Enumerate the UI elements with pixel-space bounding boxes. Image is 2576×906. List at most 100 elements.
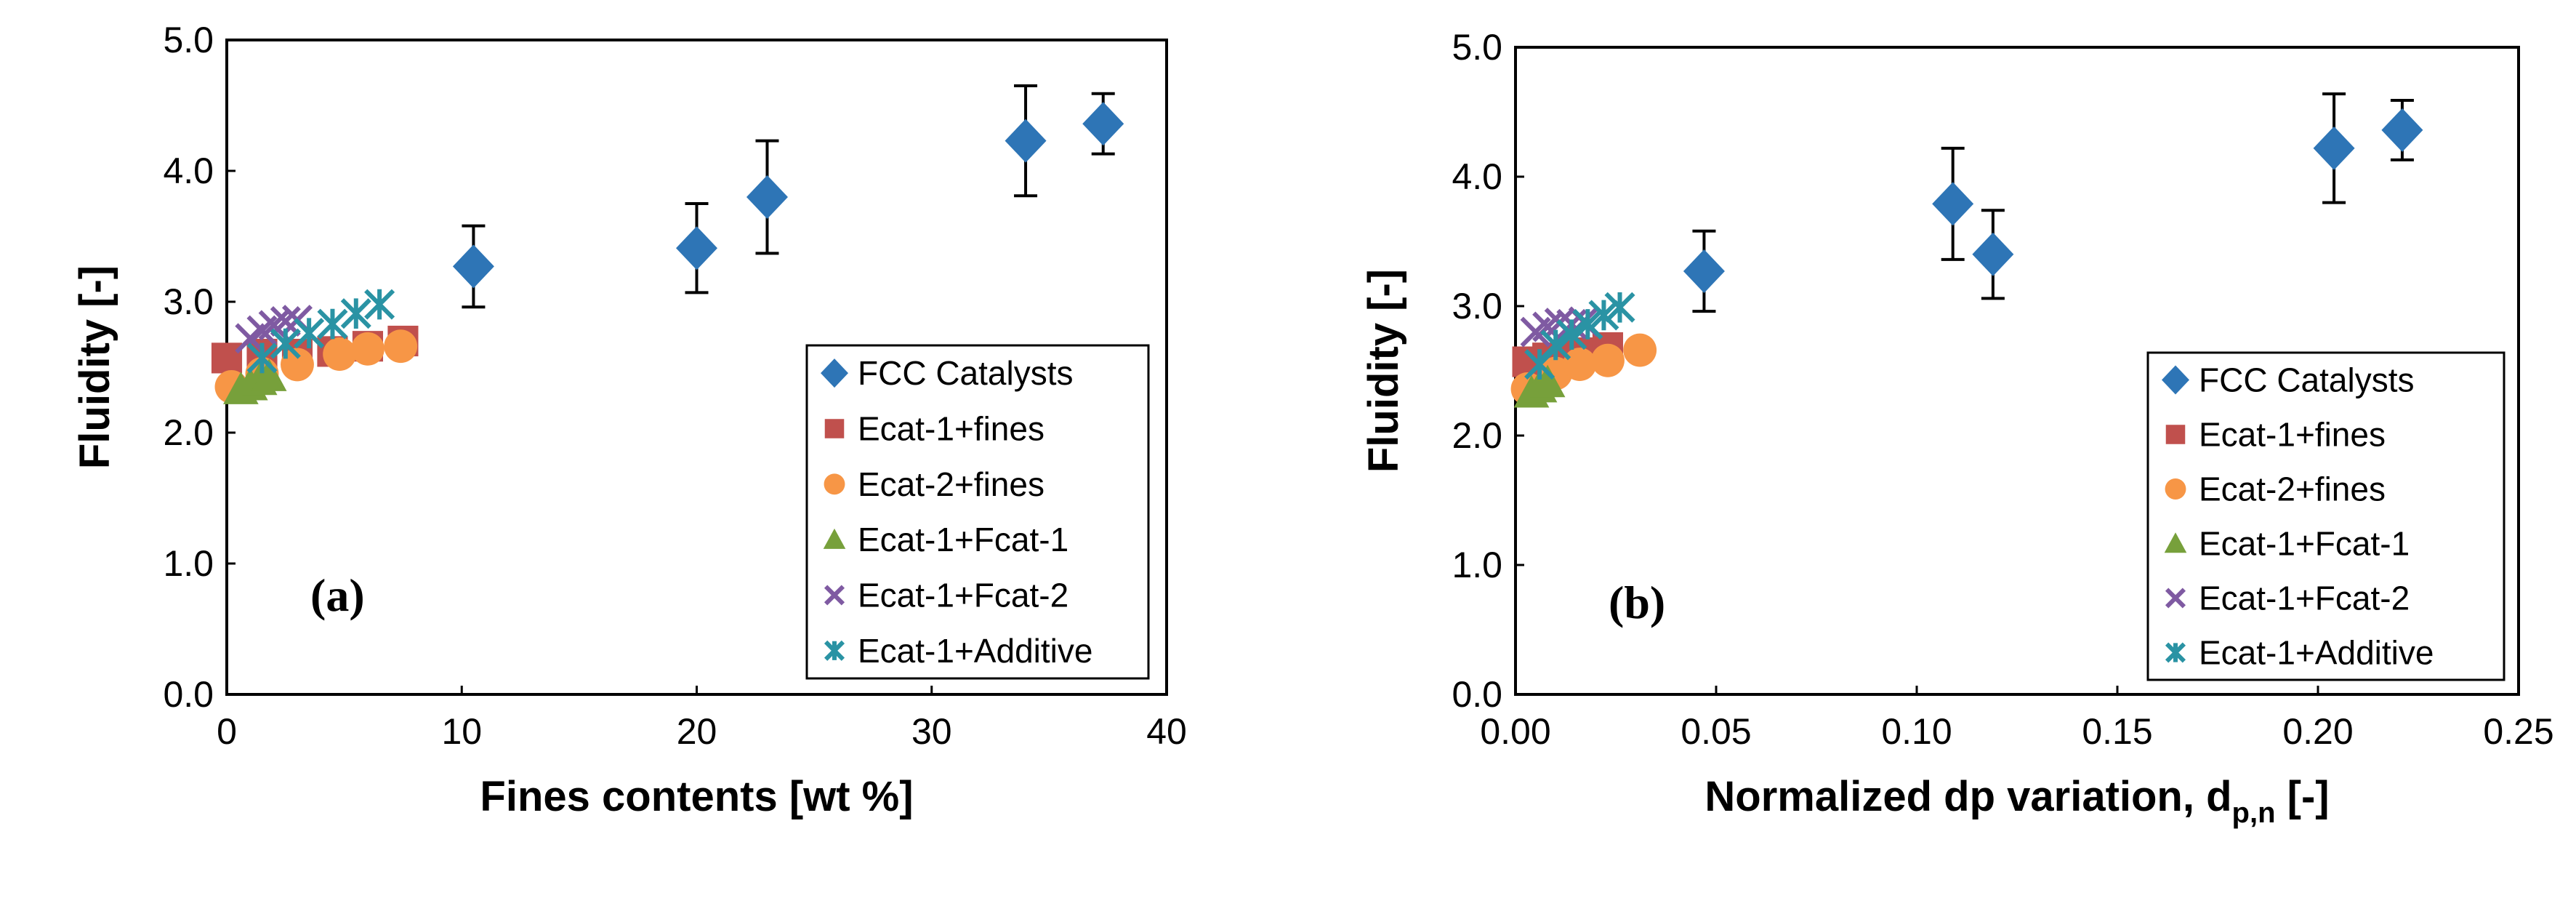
data-point [270,328,301,359]
data-point [1683,249,1725,293]
x-axis-title: Normalized dp variation, dp,n [-] [1704,773,2329,829]
x-axis-title-main: Normalized dp variation, d [1704,773,2231,820]
x-axis-title-main: Fines contents [wt %] [480,773,913,820]
legend-marker [2165,425,2186,444]
data-point [676,226,717,270]
legend-label: Ecat-1+Fcat-1 [2199,525,2410,563]
y-tick-label: 5.0 [1452,27,1502,68]
y-tick-label: 4.0 [1452,156,1502,197]
legend-label: Ecat-2+fines [2199,470,2386,508]
data-point [246,342,278,374]
legend-marker [2165,478,2186,500]
data-point [1556,319,1587,350]
data-point [1972,232,2014,276]
legend-marker [2165,588,2186,609]
y-axis-title: Fluidity [-] [71,265,118,469]
x-axis-title: Fines contents [wt %] [480,773,913,820]
data-point [1588,300,1619,331]
data-point [746,175,788,219]
x-tick-label: 0 [217,711,237,752]
series-fcc-catalysts [1683,92,2423,313]
legend-label: Ecat-1+fines [2199,416,2386,454]
data-point [270,305,301,337]
data-point [1572,308,1603,340]
legend-marker [823,528,846,549]
data-point [294,318,325,349]
series-fcc-catalysts [452,84,1124,309]
series-ecat-1-fcat-1 [1513,364,1566,408]
chart-panel-a: 0.0 1.0 2.0 3.0 4.0 5.0 0 10 20 30 40 Fluidity [-] F… [71,20,1187,820]
data-point [1005,119,1047,163]
data-point [2313,126,2355,170]
data-point [251,358,287,391]
legend-label: Ecat-1+Fcat-2 [2199,580,2410,617]
legend-box [2146,351,2505,681]
panel-label: (b) [1609,577,1665,628]
legend-marker [824,473,845,495]
legend-marker [2164,532,2187,553]
legend-marker [821,358,848,388]
data-point [340,298,371,329]
data-point [211,342,243,374]
x-tick-label: 10 [441,711,482,752]
panel-label: (a) [310,569,365,621]
legend: FCC Catalysts Ecat-1+fines Ecat-2+fines Eca… [2146,351,2505,681]
y-tick-label: 2.0 [1452,415,1502,456]
x-tick-label: 0.25 [2483,711,2553,752]
data-point [364,289,395,320]
y-tick-label: 1.0 [163,543,214,584]
y-tick-label: 1.0 [1452,545,1502,585]
series-ecat-1-additive [246,289,395,374]
chart-panel-b: 0.0 1.0 2.0 3.0 4.0 5.0 0.00 0.05 0.10 0.15 0.20 0.… [1360,27,2554,829]
data-point [1524,349,1555,380]
x-axis-title-suffix: [-] [2276,773,2330,820]
data-point [323,337,357,371]
legend-marker [2162,365,2189,395]
legend: FCC Catalysts Ecat-1+fines Ecat-2+fines Eca… [805,344,1150,680]
y-tick-label: 3.0 [163,281,214,322]
data-point [1623,333,1657,367]
legend-marker [824,640,845,661]
x-tick-label: 0.05 [1681,711,1751,752]
data-point [1932,182,1974,226]
data-point [1529,364,1566,398]
legend-marker [2165,642,2186,663]
x-tick-label: 0.00 [1480,711,1550,752]
data-point [452,244,494,289]
series-ecat-1-fcat-1 [223,358,287,404]
x-tick-label: 20 [677,711,717,752]
data-point [317,308,348,340]
data-point [351,332,385,366]
series-ecat-1-additive [1524,292,1635,380]
y-tick-label: 0.0 [1452,674,1502,715]
y-tick-label: 3.0 [1452,286,1502,326]
x-tick-label: 0.20 [2282,711,2353,752]
legend-label: FCC Catalysts [2199,361,2414,399]
data-point [281,348,314,382]
x-tick-label: 40 [1146,711,1187,752]
data-point [1540,329,1571,361]
legend-label: Ecat-1+Fcat-1 [858,521,1068,558]
x-tick-label: 0.10 [1881,711,1952,752]
legend-marker [824,419,845,438]
legend-box [805,344,1150,680]
legend-label: Ecat-1+Additive [858,632,1092,670]
data-point [1604,292,1635,323]
data-point [1591,343,1625,377]
legend-marker [824,585,845,606]
y-tick-label: 0.0 [163,674,214,715]
data-point [1082,102,1124,146]
x-tick-label: 0.15 [2082,711,2152,752]
y-tick-label: 5.0 [163,20,214,60]
y-tick-label: 2.0 [163,412,214,453]
x-tick-label: 30 [911,711,952,752]
legend-label: Ecat-1+Fcat-2 [858,577,1068,614]
legend-label: Ecat-1+Additive [2199,634,2434,672]
y-axis-title: Fluidity [-] [1360,269,1407,473]
x-axis-title-subscript: p,n [2232,797,2276,829]
data-point [384,329,418,364]
legend-label: FCC Catalysts [858,354,1073,392]
y-tick-label: 4.0 [163,151,214,191]
data-point [1563,348,1597,382]
